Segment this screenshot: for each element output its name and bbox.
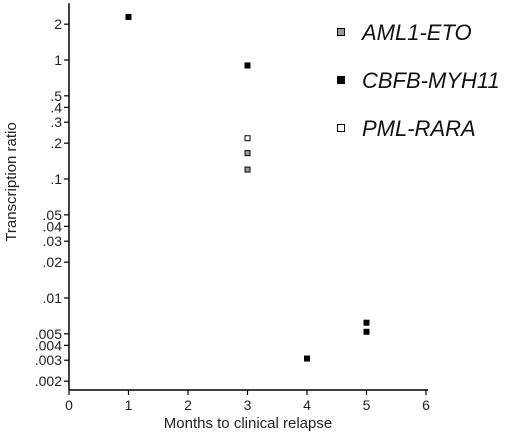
data-point — [244, 135, 251, 142]
y-tick-label: .5 — [50, 88, 62, 104]
y-tick-label: 1 — [54, 52, 62, 68]
y-tick-label: .002 — [35, 373, 62, 389]
data-point — [304, 355, 310, 362]
y-tick-label: .02 — [43, 254, 63, 270]
y-tick-label: .01 — [43, 290, 63, 306]
y-axis-title: Transcription ratio — [3, 122, 20, 242]
data-point — [125, 13, 132, 20]
legend-marker — [337, 76, 345, 84]
axes — [68, 3, 428, 391]
x-axis-title: Months to clinical relapse — [164, 415, 332, 432]
y-tick-label: .03 — [43, 233, 63, 249]
legend-marker — [337, 124, 345, 132]
legend-label: CBFB-MYH11 — [362, 68, 500, 93]
data-point — [244, 150, 251, 157]
x-tick-label: 0 — [65, 397, 73, 413]
data-point — [363, 319, 370, 326]
legend-label: PML-RARA — [362, 116, 476, 141]
data-points — [125, 13, 370, 362]
y-tick-label: .003 — [35, 352, 62, 368]
data-point — [363, 328, 370, 335]
x-tick-label: 1 — [125, 397, 133, 413]
x-tick-label: 4 — [303, 397, 311, 413]
y-tick-label: .005 — [35, 326, 62, 342]
legend-item: CBFB-MYH11 — [337, 68, 500, 93]
x-tick-label: 6 — [422, 397, 430, 413]
y-tick-label: .004 — [35, 337, 62, 353]
y-tick-label: .05 — [43, 207, 63, 223]
data-point — [244, 166, 251, 173]
x-tick-label: 3 — [244, 397, 252, 413]
x-axis-ticks: 0 1 2 3 4 5 6 — [65, 390, 430, 413]
y-axis-ticks: .002 .003.004.005 .01 .02 .03.04.05 .1 .2 .3.4.… — [35, 16, 69, 389]
y-tick-label: 2 — [54, 16, 62, 32]
legend-marker — [337, 28, 345, 36]
legend: AML1-ETO CBFB-MYH11 PML-RARA — [337, 20, 500, 141]
y-tick-label: .2 — [50, 135, 62, 151]
y-tick-label: .4 — [50, 99, 62, 115]
x-tick-label: 5 — [363, 397, 371, 413]
data-point — [244, 62, 251, 69]
legend-label: AML1-ETO — [360, 20, 472, 45]
y-tick-label: .3 — [50, 114, 62, 130]
y-tick-label: .1 — [50, 171, 62, 187]
legend-item: PML-RARA — [337, 116, 476, 141]
y-tick-label: .04 — [43, 218, 63, 234]
legend-item: AML1-ETO — [337, 20, 472, 45]
x-tick-label: 2 — [184, 397, 192, 413]
